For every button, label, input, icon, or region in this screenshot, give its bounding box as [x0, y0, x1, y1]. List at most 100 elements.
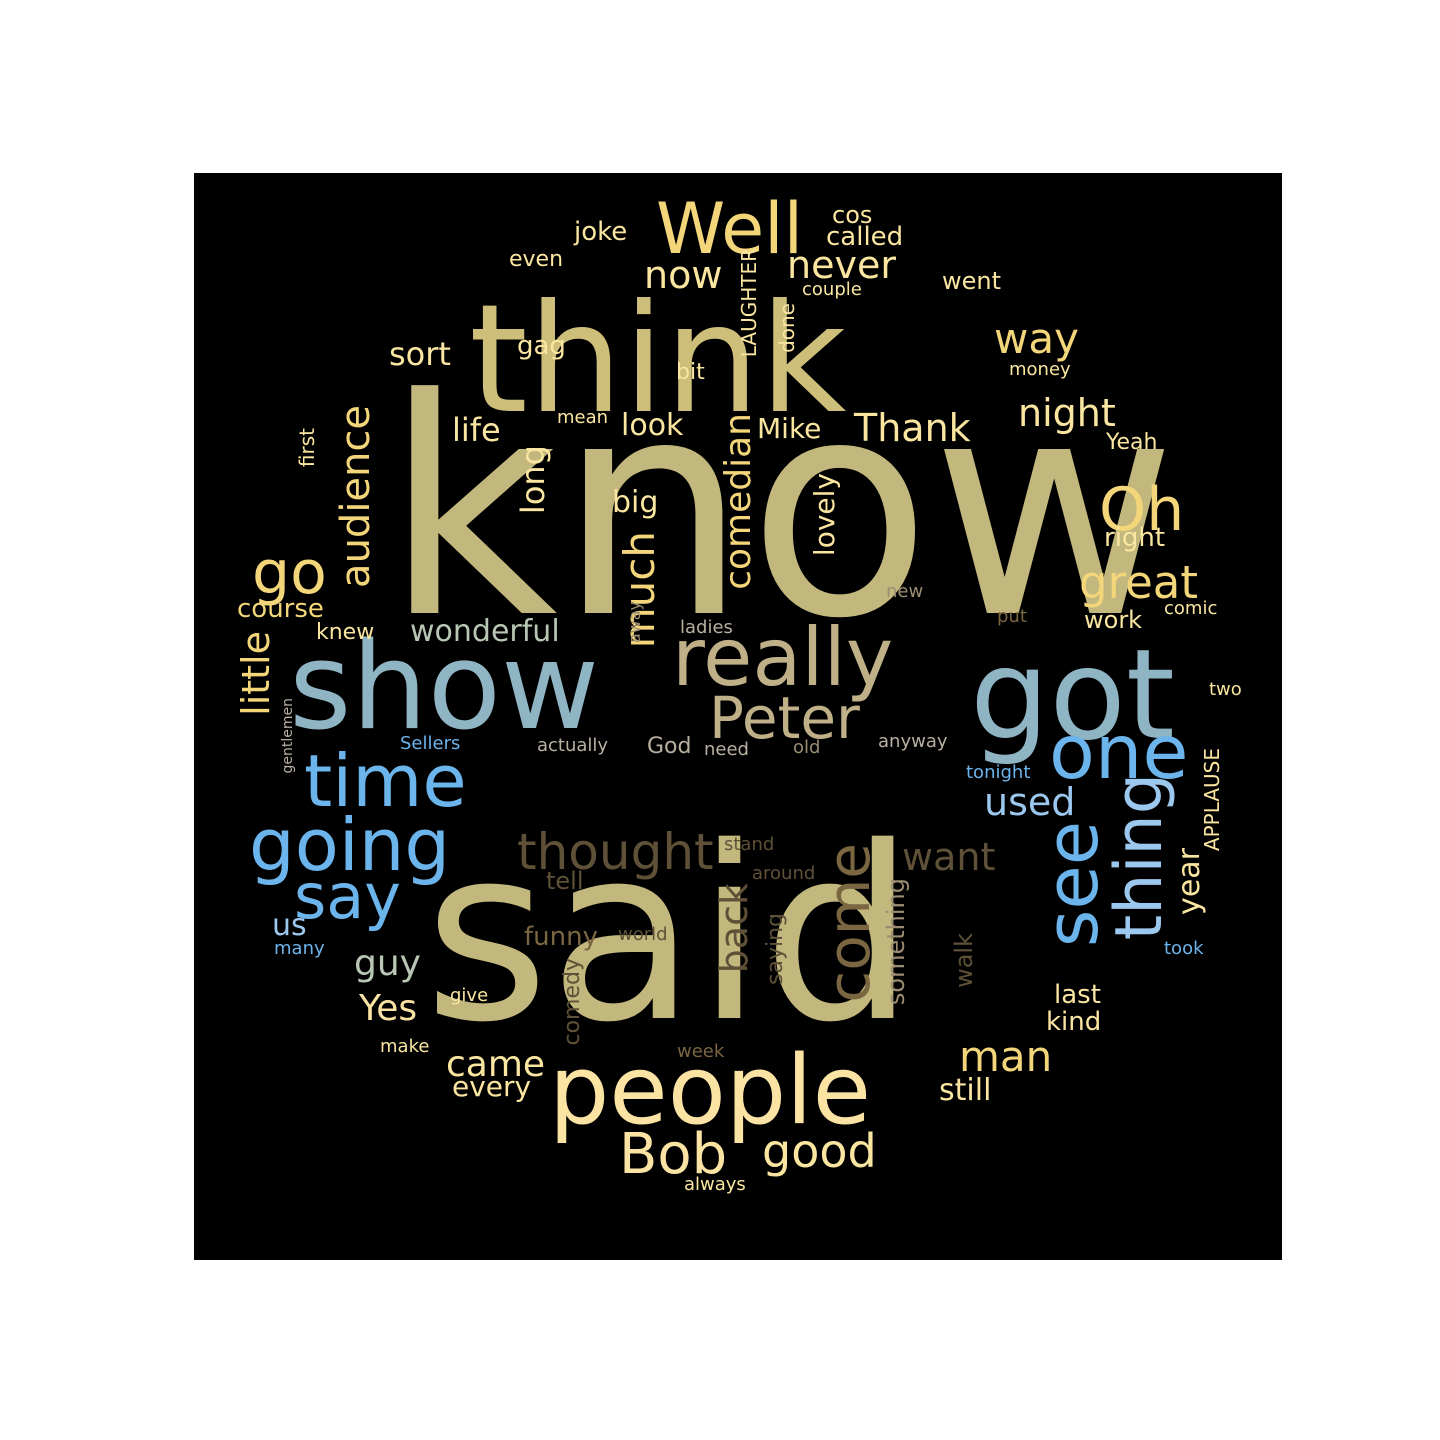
word-old: old: [793, 737, 820, 758]
word-around: around: [752, 863, 815, 884]
word-want: want: [902, 835, 995, 879]
word-saying: saying: [763, 913, 788, 985]
word-week: week: [677, 1041, 725, 1062]
word-walk: walk: [950, 933, 978, 988]
word-came: came: [446, 1044, 545, 1085]
word-oh: Oh: [1099, 475, 1184, 545]
word-kind: kind: [1046, 1007, 1101, 1037]
word-audience: audience: [333, 405, 379, 588]
word-joke: joke: [573, 217, 627, 247]
word-give: give: [450, 985, 488, 1006]
word-thought: thought: [517, 823, 714, 881]
word-even: even: [509, 247, 563, 272]
word-people: people: [549, 1036, 871, 1146]
word-life: life: [452, 411, 501, 449]
word-ladies: ladies: [680, 617, 733, 638]
word-funny: funny: [524, 922, 598, 952]
word-say: say: [294, 860, 401, 933]
word-comedian: comedian: [718, 413, 759, 590]
word-many: many: [274, 938, 325, 959]
word-big: big: [612, 485, 658, 520]
word-right: right: [1104, 523, 1165, 553]
word-yeah: Yeah: [1105, 430, 1157, 455]
word-yes: Yes: [358, 988, 417, 1029]
word-going: going: [249, 803, 450, 887]
word-tell: tell: [546, 867, 584, 895]
word-said: said: [424, 795, 915, 1075]
word-gentlemen: gentlemen: [280, 698, 296, 774]
word-away: away: [625, 601, 644, 643]
word-applause: APPLAUSE: [1200, 748, 1224, 851]
word-back: back: [712, 883, 756, 973]
word-tonight: tonight: [966, 762, 1030, 783]
word-know: know: [384, 335, 1177, 684]
word-now: now: [644, 253, 722, 297]
word-two: two: [1209, 679, 1242, 700]
word-never: never: [787, 243, 896, 287]
word-work: work: [1084, 606, 1142, 634]
word-laughter: LAUGHTER: [737, 248, 761, 357]
word-got: got: [970, 623, 1175, 768]
word-little: little: [234, 631, 278, 716]
word-stand: stand: [724, 834, 774, 855]
word-went: went: [942, 267, 1001, 295]
word-comic: comic: [1164, 598, 1217, 619]
word-come: come: [815, 843, 883, 1003]
word-long: long: [514, 445, 552, 514]
word-guy: guy: [354, 943, 421, 984]
word-lovely: lovely: [808, 473, 841, 556]
word-bit: bit: [676, 360, 705, 385]
word-money: money: [1009, 359, 1071, 380]
word-god: God: [647, 734, 691, 759]
word-well: Well: [656, 188, 803, 270]
word-first: first: [295, 428, 319, 467]
word-way: way: [994, 314, 1079, 363]
word-cos: cos: [832, 201, 872, 229]
word-done: done: [775, 303, 799, 353]
word-couple: couple: [802, 279, 862, 300]
word-gag: gag: [517, 331, 566, 361]
word-used: used: [984, 780, 1075, 824]
word-last: last: [1054, 980, 1101, 1010]
word-us: us: [272, 908, 307, 943]
word-see: see: [1030, 821, 1114, 947]
word-course: course: [237, 594, 324, 624]
word-took: took: [1164, 938, 1204, 959]
word-think: think: [469, 273, 847, 447]
word-sort: sort: [389, 335, 451, 373]
word-much: much: [615, 531, 664, 648]
word-always: always: [684, 1174, 746, 1195]
word-sellers: Sellers: [400, 733, 460, 754]
word-every: every: [452, 1070, 531, 1103]
word-good: good: [762, 1124, 877, 1178]
word-thing: thing: [1102, 773, 1177, 940]
word-need: need: [704, 739, 749, 760]
word-one: one: [1049, 708, 1189, 796]
word-mike: Mike: [757, 412, 821, 445]
word-called: called: [826, 222, 903, 252]
word-thank: Thank: [853, 406, 971, 450]
word-still: still: [939, 1073, 991, 1108]
word-show: show: [289, 618, 599, 757]
word-new: new: [886, 581, 923, 602]
word-really: really: [672, 611, 893, 704]
word-anyway: anyway: [878, 731, 948, 752]
word-year: year: [1172, 847, 1207, 915]
word-time: time: [304, 739, 467, 823]
word-go: go: [252, 538, 327, 608]
word-night: night: [1018, 391, 1116, 435]
word-bob: Bob: [619, 1122, 727, 1187]
word-peter: Peter: [709, 684, 860, 752]
word-put: put: [997, 606, 1027, 627]
word-cloud-panel: know said think show got really people Well one t…: [194, 173, 1282, 1260]
word-mean: mean: [557, 407, 608, 428]
word-look: look: [621, 408, 684, 443]
word-knew: knew: [316, 620, 374, 645]
word-make: make: [380, 1036, 429, 1057]
word-man: man: [959, 1032, 1052, 1081]
word-great: great: [1079, 556, 1198, 609]
word-world: world: [618, 924, 668, 945]
word-comedy: comedy: [560, 958, 585, 1046]
word-wonderful: wonderful: [410, 614, 560, 649]
